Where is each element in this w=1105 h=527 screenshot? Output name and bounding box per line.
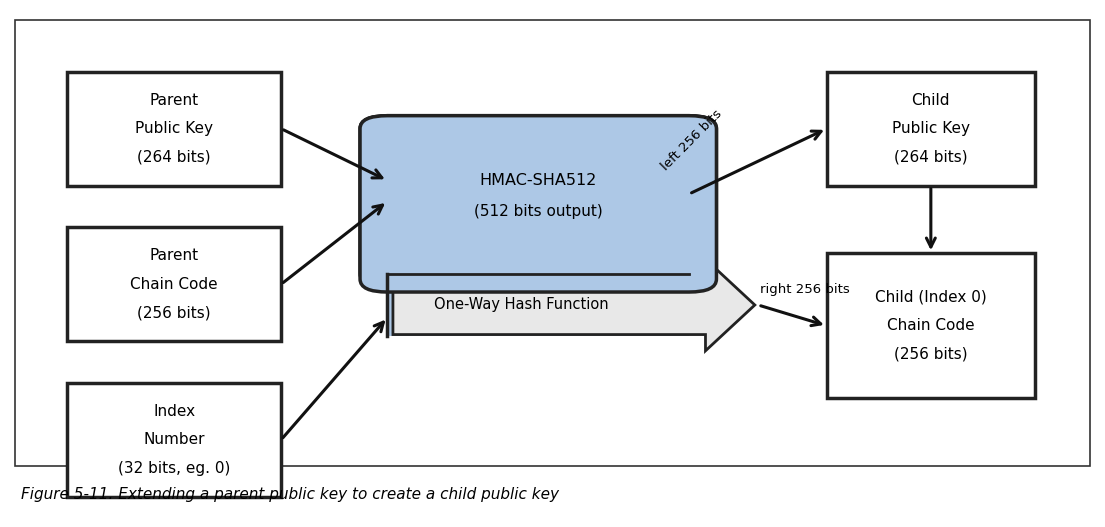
Bar: [827, 253, 1035, 398]
Text: right 256 bits: right 256 bits: [760, 283, 850, 296]
Text: (256 bits): (256 bits): [137, 305, 211, 320]
FancyBboxPatch shape: [360, 116, 716, 287]
Text: Child: Child: [912, 93, 950, 108]
Text: One-Way Hash Function: One-Way Hash Function: [434, 298, 609, 313]
Text: (32 bits, eg. 0): (32 bits, eg. 0): [118, 461, 230, 476]
Text: (264 bits): (264 bits): [137, 150, 211, 164]
FancyBboxPatch shape: [360, 116, 716, 292]
Text: (256 bits): (256 bits): [894, 347, 968, 362]
Text: left 256 bits: left 256 bits: [660, 108, 725, 173]
Text: Parent: Parent: [149, 248, 199, 263]
Text: Number: Number: [144, 432, 204, 447]
Bar: [67, 72, 281, 186]
Bar: [67, 383, 281, 497]
Text: Chain Code: Chain Code: [130, 277, 218, 292]
Text: Public Key: Public Key: [892, 121, 970, 136]
Bar: [388, 264, 690, 336]
Text: (512 bits output): (512 bits output): [474, 204, 602, 219]
Text: (264 bits): (264 bits): [894, 150, 968, 164]
Text: Public Key: Public Key: [135, 121, 213, 136]
Bar: [67, 227, 281, 341]
FancyArrow shape: [393, 259, 755, 351]
Text: Parent: Parent: [149, 93, 199, 108]
Bar: [827, 72, 1035, 186]
Text: Index: Index: [154, 404, 196, 419]
Bar: [15, 19, 1090, 466]
Text: Figure 5-11. Extending a parent public key to create a child public key: Figure 5-11. Extending a parent public k…: [21, 487, 559, 502]
Text: HMAC-SHA512: HMAC-SHA512: [480, 173, 597, 188]
Bar: [389, 258, 688, 279]
Text: Child (Index 0): Child (Index 0): [875, 290, 987, 305]
Text: Chain Code: Chain Code: [887, 318, 975, 333]
